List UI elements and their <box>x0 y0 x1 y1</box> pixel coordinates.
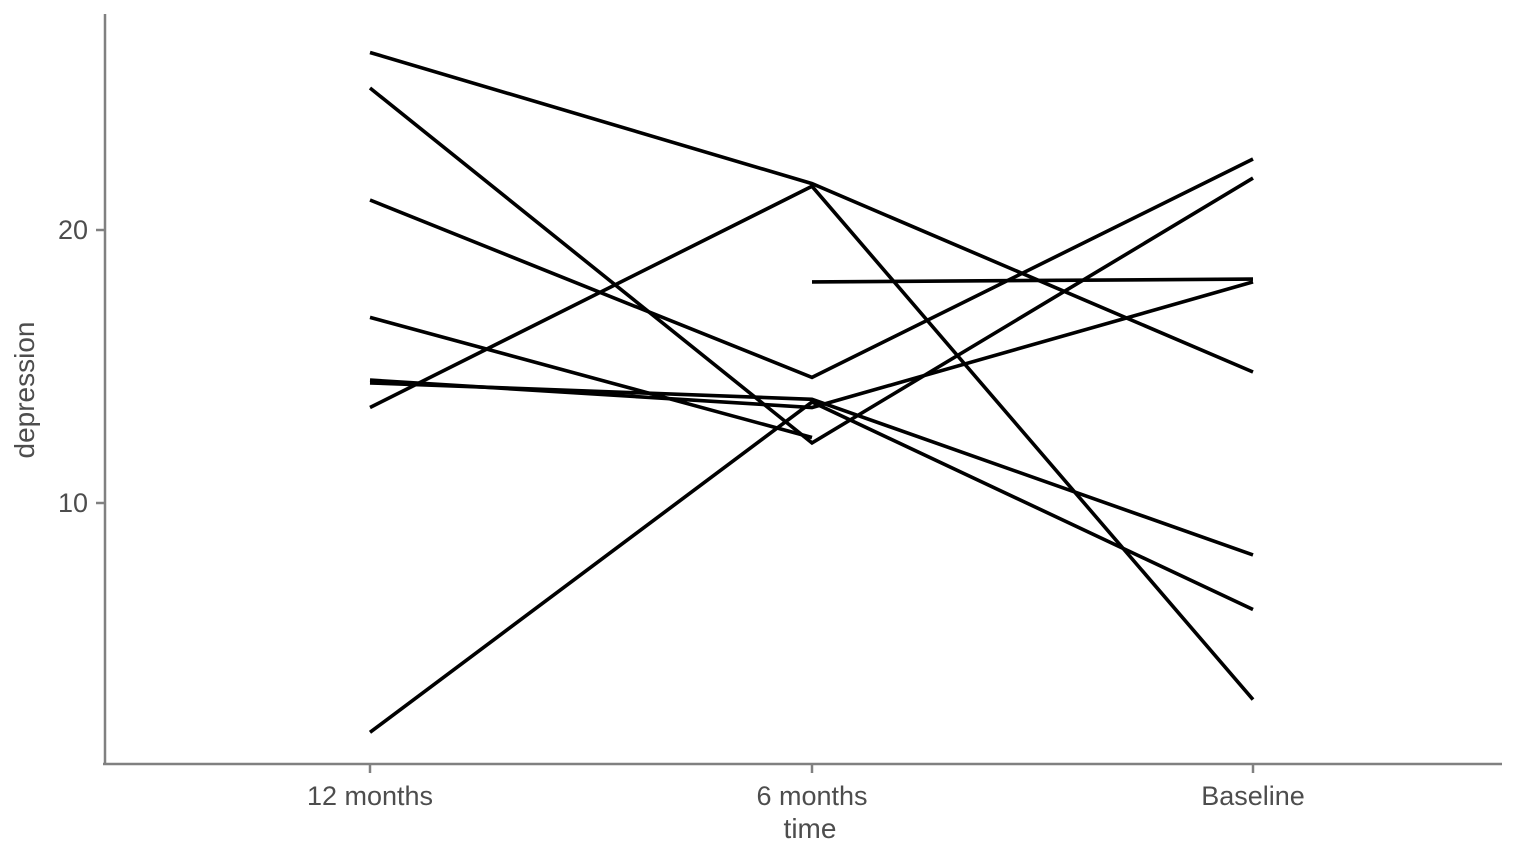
trajectory-lines-layer <box>368 50 1255 734</box>
y-tick-label: 20 <box>58 215 88 245</box>
trajectory-line <box>369 184 1255 701</box>
trajectory-line <box>369 157 1254 380</box>
trajectory-line <box>369 315 813 440</box>
axis-ticks-layer: 10 20 12 months 6 months Baseline <box>58 215 1305 811</box>
y-tick-label: 10 <box>58 488 88 518</box>
trajectory-line <box>369 50 1254 374</box>
y-axis-title: depression <box>9 322 40 459</box>
trajectory-line <box>368 86 1254 446</box>
trajectory-line <box>368 399 1254 734</box>
x-tick-label: 12 months <box>307 781 433 811</box>
x-tick-label: Baseline <box>1201 781 1305 811</box>
trajectory-line <box>811 277 1254 284</box>
x-axis-title: time <box>784 813 837 844</box>
x-tick-label: 6 months <box>756 781 867 811</box>
trajectory-line <box>369 381 1254 557</box>
